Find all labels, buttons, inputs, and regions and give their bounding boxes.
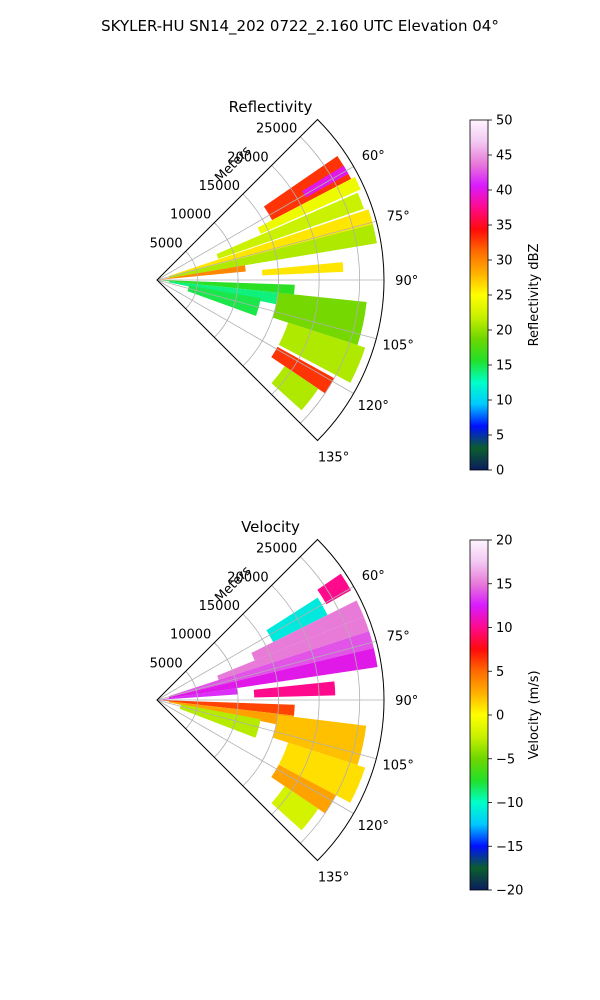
theta-gridline-1 bbox=[156, 220, 377, 281]
data-sector-12 bbox=[278, 322, 366, 383]
data-sector-2 bbox=[251, 600, 364, 661]
theta-tick-label-2: 90° bbox=[395, 694, 418, 709]
data-sectors bbox=[157, 573, 378, 831]
data-sector-10 bbox=[179, 704, 261, 738]
radial-tick-label-0: 5000 bbox=[150, 236, 183, 251]
colorbar-tick-label-6: 10 bbox=[496, 621, 513, 636]
data-sector-11 bbox=[272, 714, 367, 766]
reflectivity-panel: Reflectivity500010000150002000025000Mete… bbox=[150, 98, 542, 479]
data-sector-0 bbox=[317, 573, 352, 605]
radial-tick-label-1: 10000 bbox=[170, 208, 211, 223]
colorbar-tick-label-9: 45 bbox=[496, 149, 513, 164]
colorbar-tick-label-2: −10 bbox=[496, 796, 523, 811]
colorbar-gradient bbox=[469, 539, 489, 891]
radial-tick-label-4: 25000 bbox=[256, 122, 297, 137]
radial-tick-label-3: 20000 bbox=[227, 570, 268, 585]
radial-tick-label-2: 15000 bbox=[199, 179, 240, 194]
theta-tick-label-4: 120° bbox=[358, 399, 389, 414]
data-sector-3 bbox=[217, 616, 370, 680]
theta-tick-label-1: 75° bbox=[387, 629, 410, 644]
data-sector-1 bbox=[266, 597, 328, 643]
colorbar-tick-label-10: 50 bbox=[496, 114, 513, 129]
data-sector-13 bbox=[271, 764, 336, 814]
colorbar-tick-label-5: 5 bbox=[496, 665, 504, 680]
colorbar-gradient bbox=[469, 119, 489, 471]
figure-title: SKYLER-HU SN14_202 0722_2.160 UTC Elevat… bbox=[101, 17, 499, 36]
colorbar: 0 5 10 15 20 25 30 35 40 45 50 Reflectivity dBZ bbox=[469, 114, 542, 479]
theta-tick-label-3: 105° bbox=[383, 339, 414, 354]
data-sector-5 bbox=[168, 224, 377, 278]
data-sector-4 bbox=[168, 209, 373, 277]
colorbar-tick-label-2: 10 bbox=[496, 394, 513, 409]
theta-gridline-4 bbox=[156, 279, 354, 394]
colorbar-tick-label-0: −20 bbox=[496, 884, 523, 899]
data-sector-3 bbox=[216, 192, 364, 259]
colorbar-tick-label-4: 20 bbox=[496, 324, 513, 339]
theta-tick-label-0: 60° bbox=[362, 569, 385, 584]
theta-tick-label-3: 105° bbox=[383, 759, 414, 774]
radial-tick-label-1: 10000 bbox=[170, 628, 211, 643]
colorbar-tick-label-1: −15 bbox=[496, 840, 523, 855]
data-sectors bbox=[157, 156, 377, 411]
theta-tick-label-1: 75° bbox=[387, 209, 410, 224]
radial-tick-label-2: 15000 bbox=[199, 599, 240, 614]
data-sector-14 bbox=[271, 786, 319, 831]
data-sector-11 bbox=[272, 292, 367, 346]
colorbar-tick-label-7: 15 bbox=[496, 577, 513, 592]
radial-tick-label-4: 25000 bbox=[256, 542, 297, 557]
theta-tick-label-5: 135° bbox=[318, 871, 349, 886]
data-sector-7 bbox=[253, 681, 336, 698]
theta-tick-label-0: 60° bbox=[362, 149, 385, 164]
theta-gridline-0 bbox=[156, 166, 354, 281]
data-sector-7 bbox=[261, 262, 344, 276]
colorbar-tick-label-8: 20 bbox=[496, 534, 513, 549]
colorbar-tick-label-3: 15 bbox=[496, 359, 513, 374]
colorbar-tick-label-1: 5 bbox=[496, 429, 504, 444]
theta-tick-label-2: 90° bbox=[395, 274, 418, 289]
theta-gridline-3 bbox=[156, 279, 377, 340]
panel-title: Velocity bbox=[241, 518, 300, 536]
sector-frame bbox=[156, 118, 385, 442]
theta-gridline-0 bbox=[156, 586, 354, 701]
data-sector-12 bbox=[278, 742, 366, 803]
radial-tick-label-0: 5000 bbox=[150, 656, 183, 671]
colorbar-label: Reflectivity dBZ bbox=[527, 244, 542, 347]
data-sector-5 bbox=[168, 647, 378, 699]
theta-tick-label-5: 135° bbox=[318, 451, 349, 466]
data-sector-2 bbox=[257, 177, 361, 234]
data-sector-8 bbox=[157, 280, 295, 295]
data-sector-8 bbox=[157, 700, 295, 716]
colorbar-tick-label-4: 0 bbox=[496, 709, 504, 724]
theta-gridline-4 bbox=[156, 699, 354, 814]
data-sector-13 bbox=[271, 346, 335, 394]
colorbar-tick-label-0: 0 bbox=[496, 464, 504, 479]
colorbar-tick-label-7: 35 bbox=[496, 219, 513, 234]
theta-tick-label-4: 120° bbox=[358, 819, 389, 834]
colorbar-tick-label-3: −5 bbox=[496, 752, 515, 767]
colorbar-tick-label-5: 25 bbox=[496, 289, 513, 304]
data-sector-14 bbox=[271, 366, 319, 411]
colorbar-label: Velocity (m/s) bbox=[527, 670, 542, 759]
data-sector-4 bbox=[168, 631, 374, 698]
sector-frame bbox=[156, 538, 385, 862]
colorbar: −20 −15 −10 −5 0 5 10 15 20 Velocity (m/s) bbox=[469, 534, 542, 899]
radial-tick-label-3: 20000 bbox=[227, 150, 268, 165]
colorbar-tick-label-8: 40 bbox=[496, 184, 513, 199]
panel-title: Reflectivity bbox=[229, 98, 313, 116]
colorbar-tick-label-6: 30 bbox=[496, 254, 513, 269]
data-sector-6 bbox=[157, 265, 246, 280]
theta-gridline-1 bbox=[156, 640, 377, 701]
theta-gridline-3 bbox=[156, 699, 377, 760]
